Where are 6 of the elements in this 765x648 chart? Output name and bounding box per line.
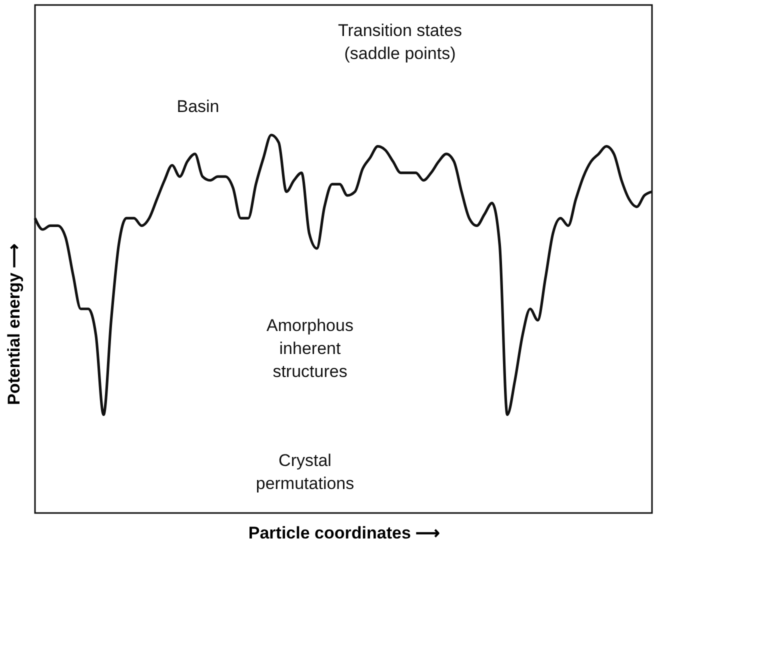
annotation: Amorphous inherent structures [266,316,354,381]
annotation: Crystal permutations [256,451,354,493]
text: Transition states (saddle points) [338,21,462,63]
text: Basin [176,97,220,116]
y-axis-title: Potential energy ⟶ [4,244,24,405]
x-axis-title: Particle coordinates ⟶ [248,524,440,542]
